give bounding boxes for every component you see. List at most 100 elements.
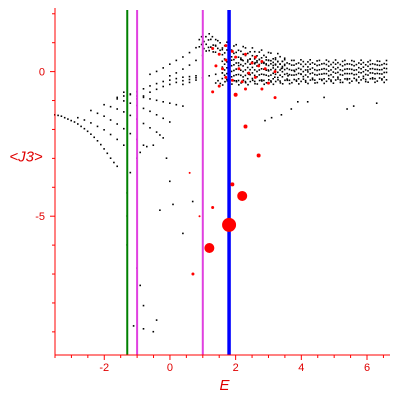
black-point bbox=[223, 58, 226, 60]
black-point bbox=[300, 68, 302, 71]
black-point bbox=[316, 74, 318, 76]
black-point bbox=[332, 71, 335, 73]
black-point bbox=[330, 69, 332, 71]
black-point bbox=[165, 157, 168, 159]
black-point bbox=[376, 64, 379, 66]
black-point bbox=[362, 61, 365, 64]
black-point bbox=[109, 119, 112, 121]
black-point bbox=[364, 73, 367, 76]
black-point bbox=[302, 60, 305, 63]
black-point bbox=[293, 78, 295, 81]
black-point bbox=[260, 68, 263, 70]
black-point bbox=[300, 59, 302, 61]
red-point bbox=[253, 75, 257, 79]
black-point bbox=[237, 64, 240, 67]
black-point bbox=[367, 61, 369, 63]
black-point bbox=[369, 59, 372, 62]
black-point bbox=[219, 42, 221, 44]
black-point bbox=[230, 56, 233, 58]
black-point bbox=[332, 82, 335, 84]
black-point bbox=[233, 64, 235, 66]
black-point bbox=[302, 78, 305, 80]
red-point bbox=[250, 61, 254, 65]
black-point bbox=[346, 108, 348, 110]
red-point bbox=[266, 81, 270, 85]
black-point bbox=[149, 85, 151, 87]
black-point bbox=[321, 79, 323, 82]
black-point bbox=[311, 62, 314, 64]
black-point bbox=[231, 83, 233, 85]
black-point bbox=[286, 72, 288, 75]
black-point bbox=[277, 71, 279, 74]
black-point bbox=[221, 72, 224, 74]
black-point bbox=[270, 68, 272, 71]
black-point bbox=[169, 121, 171, 123]
black-point bbox=[321, 63, 323, 65]
black-point bbox=[240, 82, 242, 84]
black-point bbox=[334, 72, 337, 74]
black-point bbox=[351, 68, 353, 71]
black-point bbox=[351, 59, 353, 62]
black-point bbox=[307, 61, 309, 63]
black-point bbox=[237, 73, 240, 76]
black-point bbox=[287, 75, 289, 77]
black-point bbox=[378, 64, 381, 67]
y-tick-label: 0 bbox=[39, 67, 45, 79]
black-point bbox=[212, 44, 214, 46]
black-point bbox=[195, 75, 197, 77]
black-point bbox=[249, 73, 251, 76]
black-point bbox=[283, 73, 286, 76]
black-point bbox=[237, 49, 240, 52]
black-point bbox=[381, 63, 383, 66]
black-point bbox=[272, 58, 274, 60]
black-point bbox=[318, 69, 321, 71]
black-point bbox=[304, 63, 307, 66]
black-point bbox=[116, 96, 118, 99]
red-point bbox=[234, 55, 238, 59]
black-point bbox=[286, 79, 289, 82]
red-point bbox=[273, 96, 277, 100]
red-point bbox=[230, 49, 234, 53]
black-point bbox=[309, 79, 312, 81]
black-point bbox=[358, 76, 360, 78]
black-point bbox=[284, 79, 286, 82]
black-point bbox=[316, 81, 319, 84]
black-point bbox=[279, 63, 281, 65]
black-point bbox=[295, 80, 298, 82]
black-point bbox=[381, 79, 383, 81]
black-point bbox=[132, 325, 135, 327]
black-point bbox=[332, 66, 335, 69]
red-point bbox=[230, 182, 235, 187]
black-point bbox=[242, 76, 244, 78]
black-point bbox=[182, 56, 184, 58]
black-point bbox=[203, 40, 205, 43]
black-point bbox=[260, 49, 263, 51]
black-point bbox=[246, 66, 249, 69]
black-point bbox=[237, 56, 240, 58]
red-point bbox=[237, 67, 241, 71]
black-point bbox=[214, 51, 217, 53]
black-point bbox=[235, 43, 237, 46]
black-point bbox=[155, 131, 158, 133]
black-point bbox=[358, 62, 360, 64]
black-point bbox=[369, 72, 372, 74]
black-point bbox=[258, 74, 261, 76]
black-point bbox=[383, 67, 385, 69]
black-point bbox=[348, 82, 351, 84]
black-point bbox=[123, 95, 125, 97]
black-point bbox=[264, 119, 266, 122]
black-point bbox=[364, 64, 367, 66]
black-point bbox=[214, 44, 217, 47]
black-point bbox=[152, 144, 155, 146]
black-point bbox=[344, 63, 346, 66]
black-point bbox=[339, 79, 342, 81]
black-point bbox=[258, 58, 261, 61]
red-point bbox=[221, 67, 224, 71]
black-point bbox=[223, 52, 226, 54]
black-point bbox=[283, 57, 286, 59]
black-point bbox=[314, 79, 316, 81]
black-point bbox=[155, 114, 158, 116]
black-point bbox=[244, 80, 247, 83]
black-point bbox=[293, 70, 296, 73]
black-point bbox=[149, 91, 151, 93]
